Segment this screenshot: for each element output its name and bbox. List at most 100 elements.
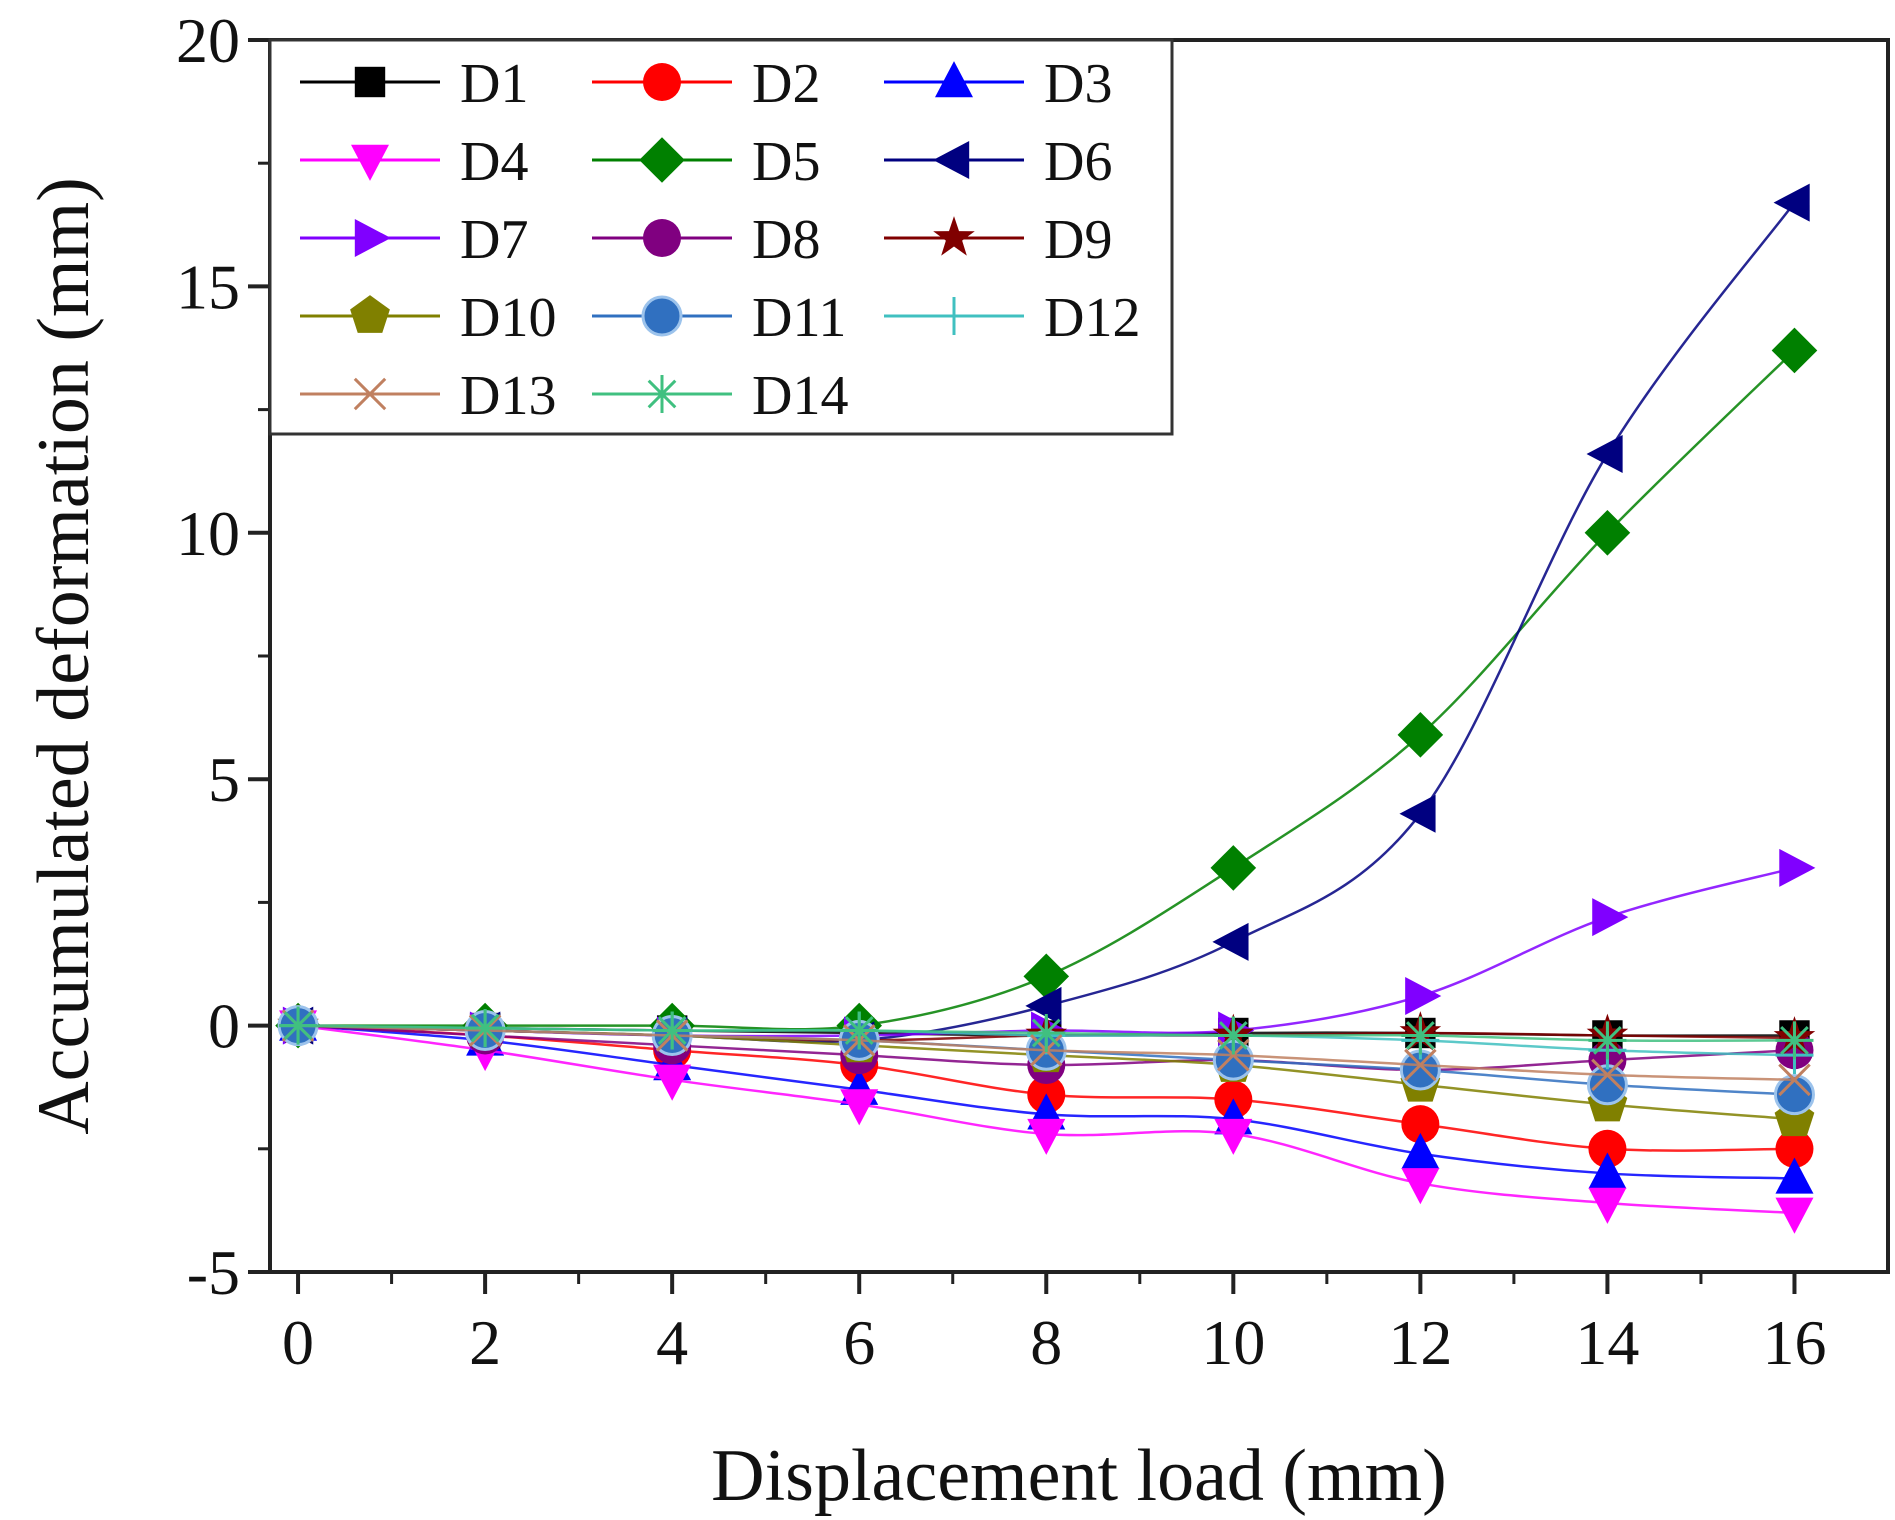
x-tick-label: 6 <box>843 1307 875 1378</box>
y-tick-label: 15 <box>176 251 240 322</box>
data-point-d4 <box>653 1064 692 1101</box>
legend-marker <box>354 219 391 257</box>
data-point-d3 <box>1401 1132 1440 1169</box>
x-tick-label: 10 <box>1201 1307 1265 1378</box>
series-line-d5 <box>298 349 1796 1031</box>
data-point-d6 <box>1399 794 1436 833</box>
legend-label: D9 <box>1044 209 1112 271</box>
data-point-d14 <box>466 1009 505 1048</box>
data-point-d2 <box>1401 1105 1440 1144</box>
legend-item-d3: D3 <box>884 53 1112 115</box>
data-point-d13 <box>1591 1058 1624 1092</box>
data-point-d3 <box>1775 1157 1814 1194</box>
legend-label: D7 <box>460 209 528 271</box>
legend-label: D13 <box>460 365 556 427</box>
x-tick-label: 12 <box>1388 1307 1452 1378</box>
data-point-d14 <box>840 1011 879 1050</box>
legend-marker <box>350 295 390 333</box>
legend-label: D4 <box>460 131 528 193</box>
data-point-d2 <box>1775 1129 1814 1168</box>
legend-item-d14: D14 <box>592 365 848 427</box>
data-point-d4 <box>840 1089 879 1126</box>
legend-marker <box>643 375 681 413</box>
data-point-d4 <box>1401 1168 1440 1205</box>
x-tick-label: 4 <box>656 1307 688 1378</box>
x-tick-label: 8 <box>1030 1307 1062 1378</box>
legend-item-d11: D11 <box>592 287 846 349</box>
data-point-d11 <box>1773 1074 1815 1116</box>
x-tick-label: 2 <box>469 1307 501 1378</box>
legend-label: D5 <box>752 131 820 193</box>
legend-item-d12: D12 <box>884 287 1140 349</box>
legend-item-d10: D10 <box>300 287 556 349</box>
data-point-d4 <box>1214 1118 1253 1155</box>
data-point-d14 <box>1214 1016 1253 1055</box>
legend-marker <box>351 144 389 181</box>
data-point-d6 <box>1773 183 1810 222</box>
data-point-d14 <box>1588 1021 1627 1060</box>
legend-marker <box>639 137 685 183</box>
legend-item-d13: D13 <box>300 365 556 427</box>
data-point-d4 <box>1588 1187 1627 1224</box>
y-tick-label: 10 <box>176 498 240 569</box>
legend-marker <box>353 377 387 411</box>
legend-item-d4: D4 <box>300 131 528 193</box>
plot-area <box>275 183 1818 1234</box>
legend-marker <box>933 141 970 179</box>
legend-label: D12 <box>1044 287 1140 349</box>
data-point-d11 <box>1586 1064 1628 1106</box>
legend-item-d1: D1 <box>300 53 528 115</box>
data-point-d6 <box>1586 434 1623 473</box>
data-point-d6 <box>1025 986 1062 1025</box>
legend-marker <box>643 63 681 101</box>
data-point-d5 <box>1584 510 1631 556</box>
legend-label: D10 <box>460 287 556 349</box>
legend-item-d6: D6 <box>884 131 1112 193</box>
legend-marker <box>935 61 973 98</box>
data-point-d14 <box>279 1006 318 1045</box>
data-point-d13 <box>1778 1063 1811 1097</box>
data-point-d14 <box>1775 1021 1814 1060</box>
data-point-d5 <box>1397 712 1444 758</box>
data-point-d14 <box>1027 1013 1066 1052</box>
legend-label: D8 <box>752 209 820 271</box>
data-point-d5 <box>1023 953 1070 1000</box>
legend-label: D14 <box>752 365 848 427</box>
data-point-d2 <box>1588 1129 1627 1168</box>
series-d5 <box>275 327 1818 1049</box>
data-point-d3 <box>1588 1152 1627 1189</box>
legend-marker <box>933 216 975 256</box>
data-point-d4 <box>1775 1197 1814 1234</box>
data-point-d7 <box>1779 848 1816 887</box>
data-point-d7 <box>1405 977 1442 1016</box>
legend-item-d8: D8 <box>592 209 820 271</box>
legend-marker <box>354 66 386 98</box>
data-point-d4 <box>1027 1118 1066 1155</box>
data-point-d13 <box>1404 1048 1437 1082</box>
legend-label: D2 <box>752 53 820 115</box>
x-tick-label: 16 <box>1762 1307 1826 1378</box>
y-tick-label: 5 <box>208 744 240 815</box>
x-tick-label: 0 <box>282 1307 314 1378</box>
legend-label: D6 <box>1044 131 1112 193</box>
x-axis-title: Displacement load (mm) <box>711 1435 1447 1517</box>
x-tick-label: 14 <box>1575 1307 1639 1378</box>
legend-label: D3 <box>1044 53 1112 115</box>
y-tick-label: -5 <box>187 1237 240 1308</box>
data-point-d5 <box>1771 327 1818 374</box>
data-point-d5 <box>1210 845 1257 891</box>
y-axis-title: Accumulated deformation (mm) <box>23 177 105 1135</box>
data-point-d6 <box>1212 922 1249 961</box>
y-tick-label: 20 <box>176 5 240 76</box>
data-point-d14 <box>653 1011 692 1050</box>
legend-marker <box>643 219 681 257</box>
legend-marker <box>641 295 683 337</box>
y-tick-label: 0 <box>208 991 240 1062</box>
legend-label: D11 <box>752 287 846 349</box>
legend-item-d5: D5 <box>592 131 820 193</box>
data-point-d14 <box>1401 1016 1440 1055</box>
series-d14 <box>279 1006 1814 1060</box>
legend-item-d9: D9 <box>884 209 1112 271</box>
legend-item-d7: D7 <box>300 209 528 271</box>
